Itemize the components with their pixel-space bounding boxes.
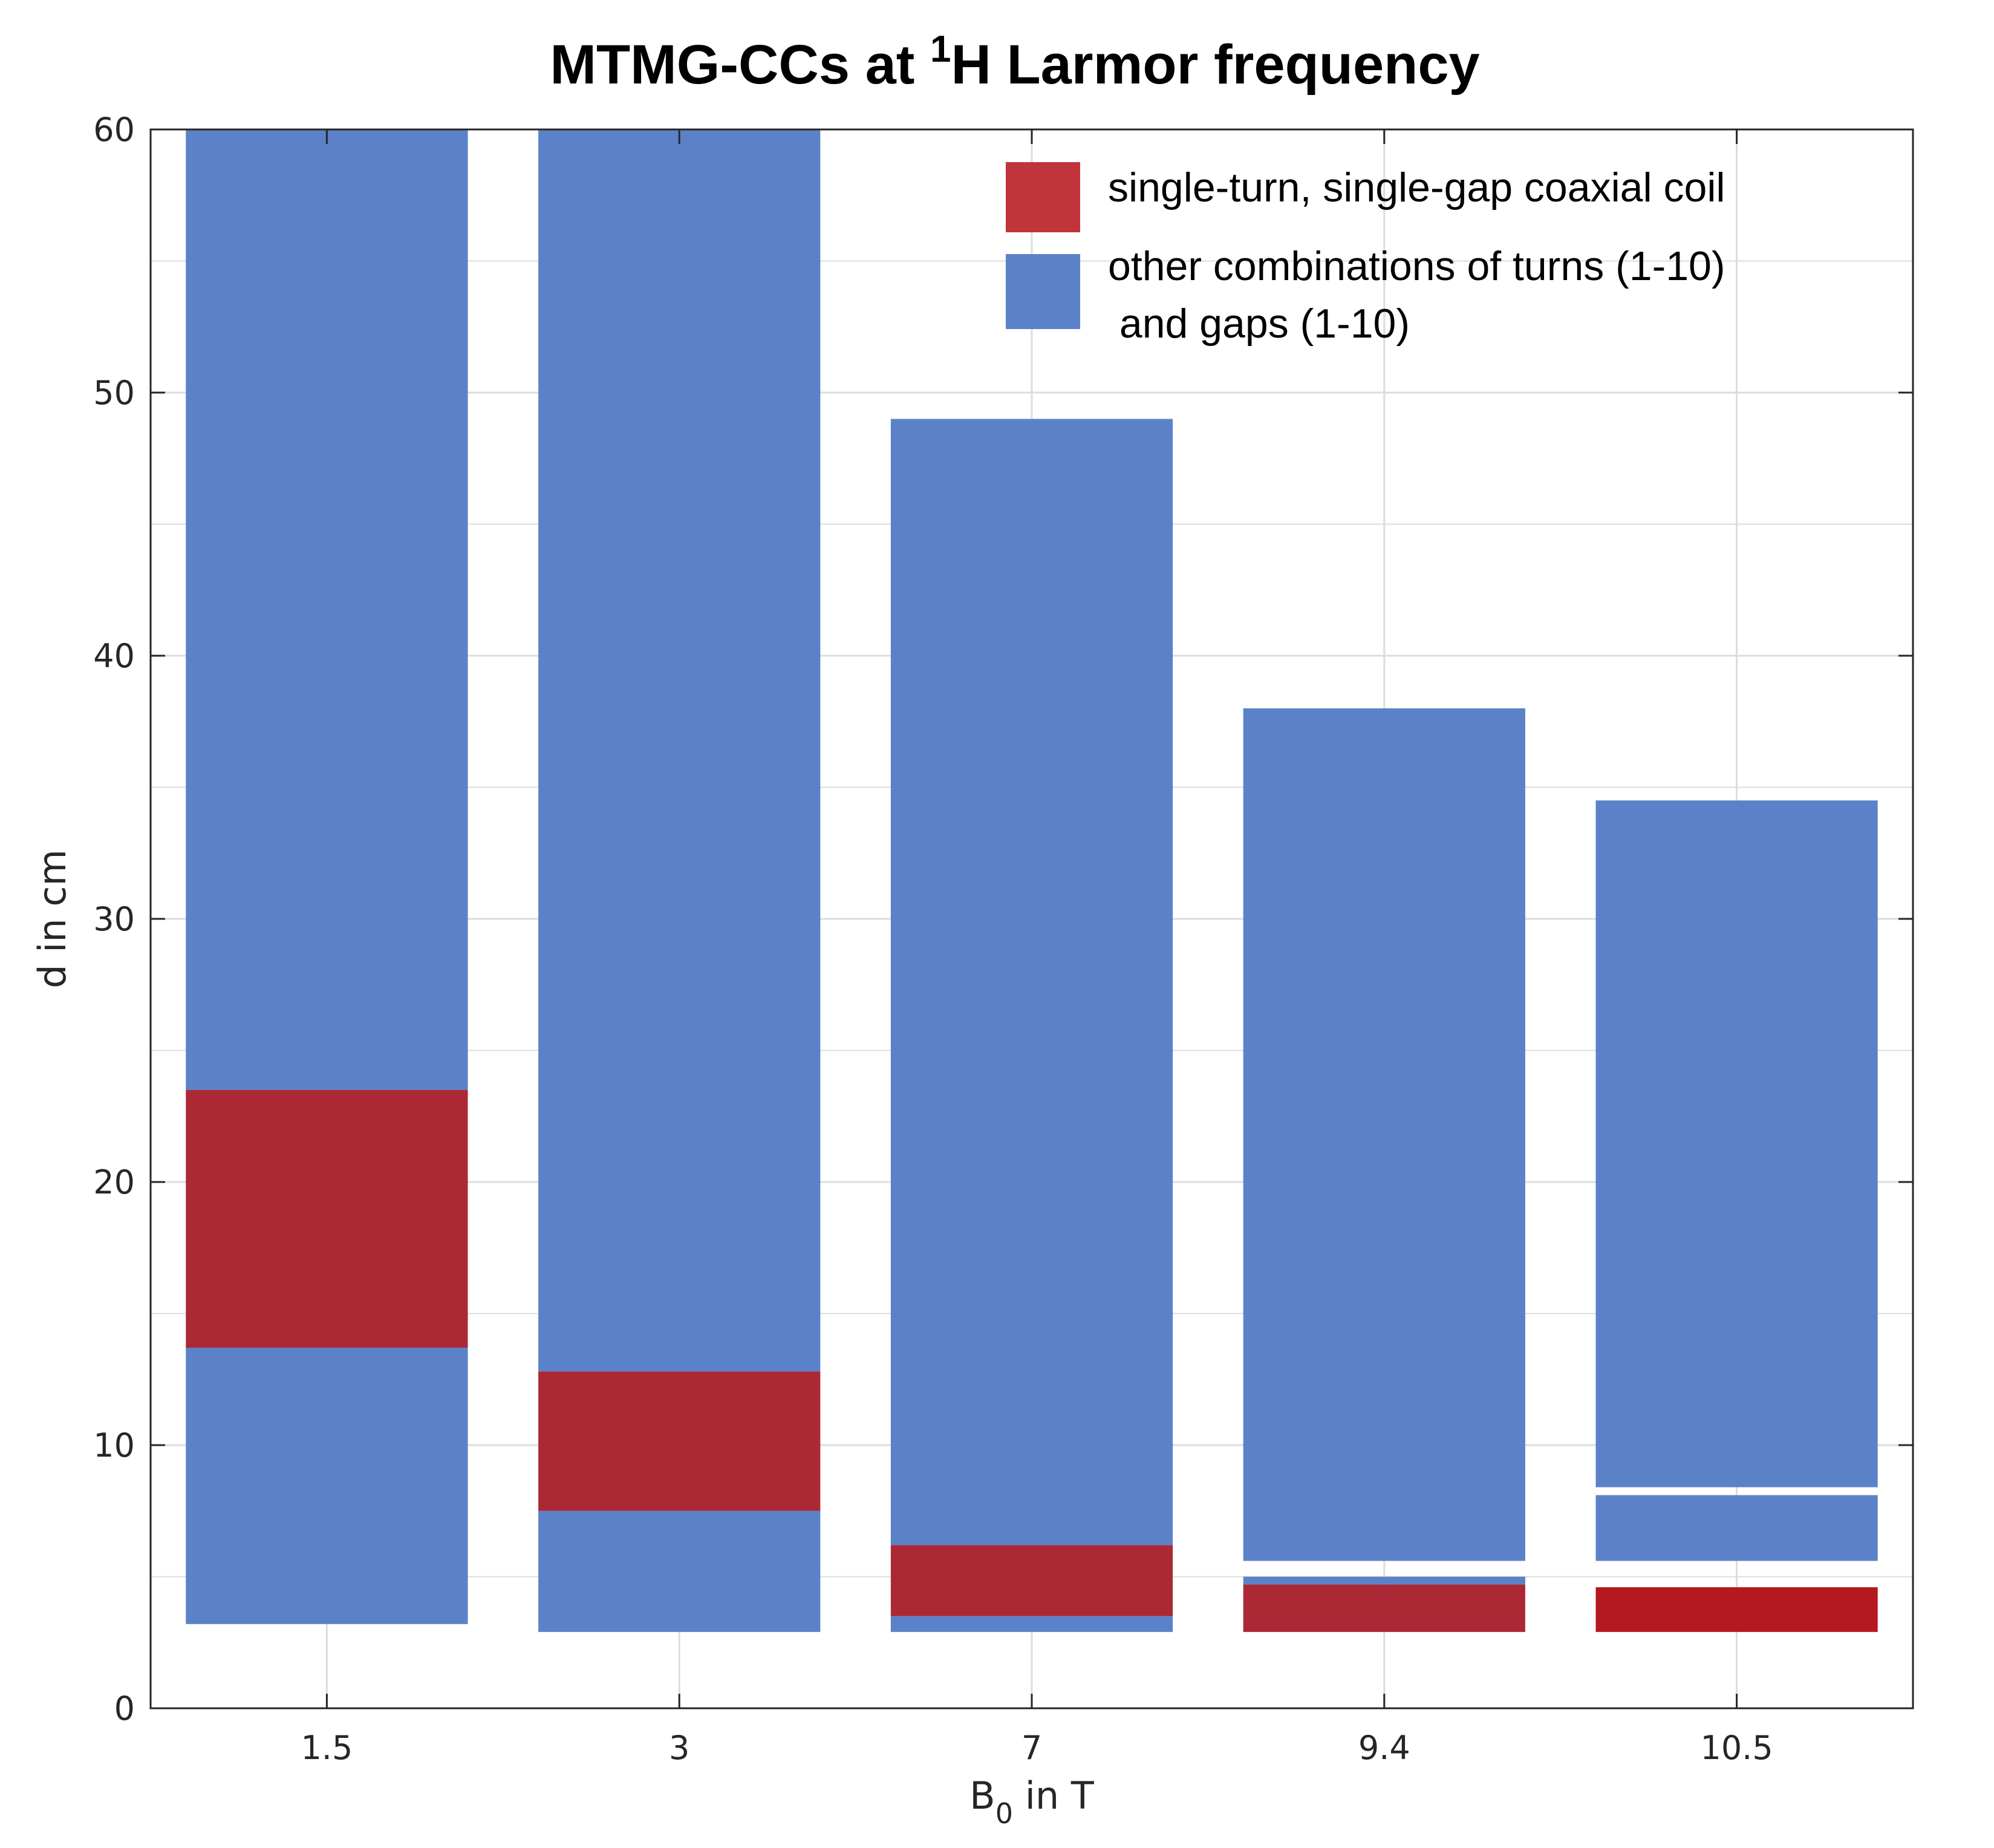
legend-label-single-turn: single-turn, single-gap coaxial coil	[1108, 165, 1725, 211]
x-axis-tick-labels: 1.5 3 7 9.4 10.5	[301, 1729, 1773, 1767]
x-tick-label: 1.5	[301, 1729, 353, 1767]
x-axis-label: B0 in T	[969, 1774, 1095, 1830]
chart-title-superscript: 1	[930, 28, 951, 70]
legend-label-other-combinations-line1: other combinations of turns (1-10)	[1108, 243, 1725, 289]
x-tick-label: 7	[1021, 1729, 1042, 1767]
y-tick-label: 60	[93, 111, 135, 149]
bar-single-turn-1.5	[186, 1089, 468, 1348]
legend: single-turn, single-gap coaxial coil oth…	[1006, 162, 1725, 347]
bar-other-combinations-9.4	[1243, 1576, 1525, 1585]
axis-ticks	[151, 128, 1913, 1709]
legend-label-other-combinations-line2: and gaps (1-10)	[1108, 301, 1410, 347]
bar-other-combinations-7	[890, 1616, 1173, 1632]
y-axis-label: d in cm	[30, 849, 74, 988]
y-tick-label: 0	[114, 1690, 135, 1728]
bar-single-turn-3	[538, 1371, 821, 1511]
y-tick-label: 30	[93, 900, 135, 938]
legend-swatch-single-turn	[1006, 162, 1080, 232]
x-tick-label: 9.4	[1358, 1729, 1410, 1767]
bar-other-combinations-10.5	[1595, 800, 1878, 1487]
x-axis-label-subscript: 0	[995, 1797, 1013, 1830]
bar-single-turn-7	[890, 1545, 1173, 1616]
bar-other-combinations-1.5	[186, 129, 468, 1090]
y-tick-label: 50	[93, 374, 135, 412]
chart-title: MTMG-CCs at 1H Larmor frequency	[550, 28, 1479, 96]
bar-other-combinations-3	[538, 129, 821, 1372]
x-tick-label: 3	[669, 1729, 689, 1767]
bar-other-combinations-7	[890, 419, 1173, 1546]
y-tick-label: 20	[93, 1163, 135, 1201]
x-tick-label: 10.5	[1700, 1729, 1773, 1767]
bar-single-turn-9.4	[1243, 1584, 1525, 1632]
y-tick-label: 40	[93, 637, 135, 675]
legend-swatch-other-combinations	[1006, 254, 1080, 329]
y-tick-label: 10	[93, 1426, 135, 1464]
bar-other-combinations-3	[538, 1510, 821, 1632]
bar-single-turn-10.5	[1595, 1587, 1878, 1632]
y-axis-tick-labels: 0 10 20 30 40 50 60	[93, 111, 135, 1728]
bars	[186, 129, 1878, 1632]
bar-other-combinations-9.4	[1243, 708, 1525, 1561]
bar-other-combinations-10.5	[1595, 1495, 1878, 1561]
bar-other-combinations-1.5	[186, 1348, 468, 1624]
